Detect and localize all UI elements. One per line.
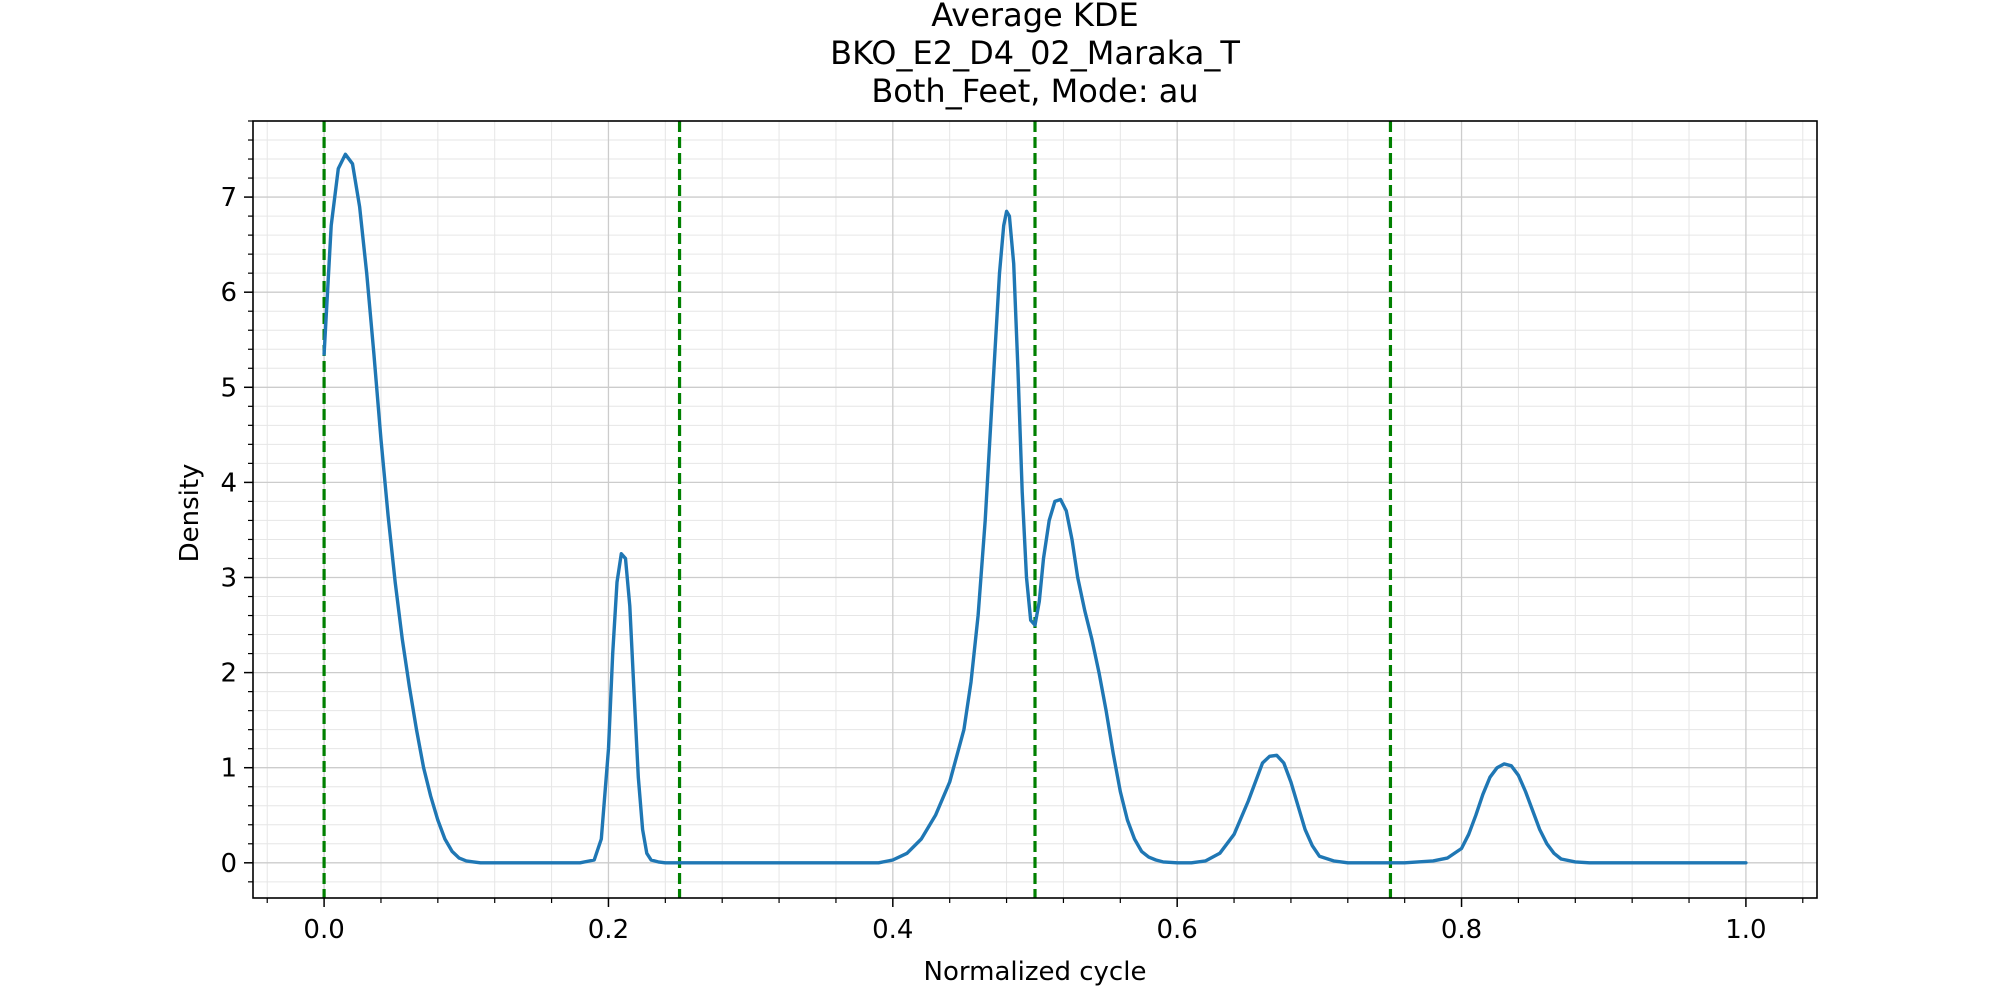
x-axis-label: Normalized cycle: [924, 957, 1147, 987]
series-layer: [322, 152, 1748, 865]
x-tick-label: 0.2: [588, 915, 629, 945]
kde-series-line: [322, 152, 1748, 865]
phase-markers: [322, 121, 1393, 898]
axes-frame: [252, 120, 1818, 899]
y-tick-label: 2: [220, 659, 237, 689]
y-tick-label: 5: [220, 373, 237, 403]
y-tick-label: 6: [220, 278, 237, 308]
chart-title-line-2: BKO_E2_D4_02_Maraka_T: [830, 34, 1240, 72]
x-tick-label: 0.6: [1157, 915, 1198, 945]
y-tick-label: 0: [220, 849, 237, 879]
y-tick-label: 7: [220, 183, 237, 213]
y-tick-label: 3: [220, 563, 237, 593]
chart-title: Average KDE BKO_E2_D4_02_Maraka_T Both_F…: [830, 0, 1240, 110]
chart-title-line-1: Average KDE: [931, 0, 1138, 34]
y-axis-label: Density: [175, 464, 205, 563]
y-tick-label: 4: [220, 468, 237, 498]
axis-ticks: 0.0 0.2 0.4 0.6 0.8 1.0 0 1 2 3 4 5 6 7: [220, 120, 1804, 945]
chart-title-line-3: Both_Feet, Mode: au: [871, 72, 1198, 110]
x-tick-label: 0.4: [872, 915, 913, 945]
x-tick-label: 0.0: [303, 915, 344, 945]
x-tick-label: 1.0: [1725, 915, 1766, 945]
y-tick-label: 1: [220, 754, 237, 784]
grid: [253, 120, 1817, 898]
x-tick-label: 0.8: [1441, 915, 1482, 945]
